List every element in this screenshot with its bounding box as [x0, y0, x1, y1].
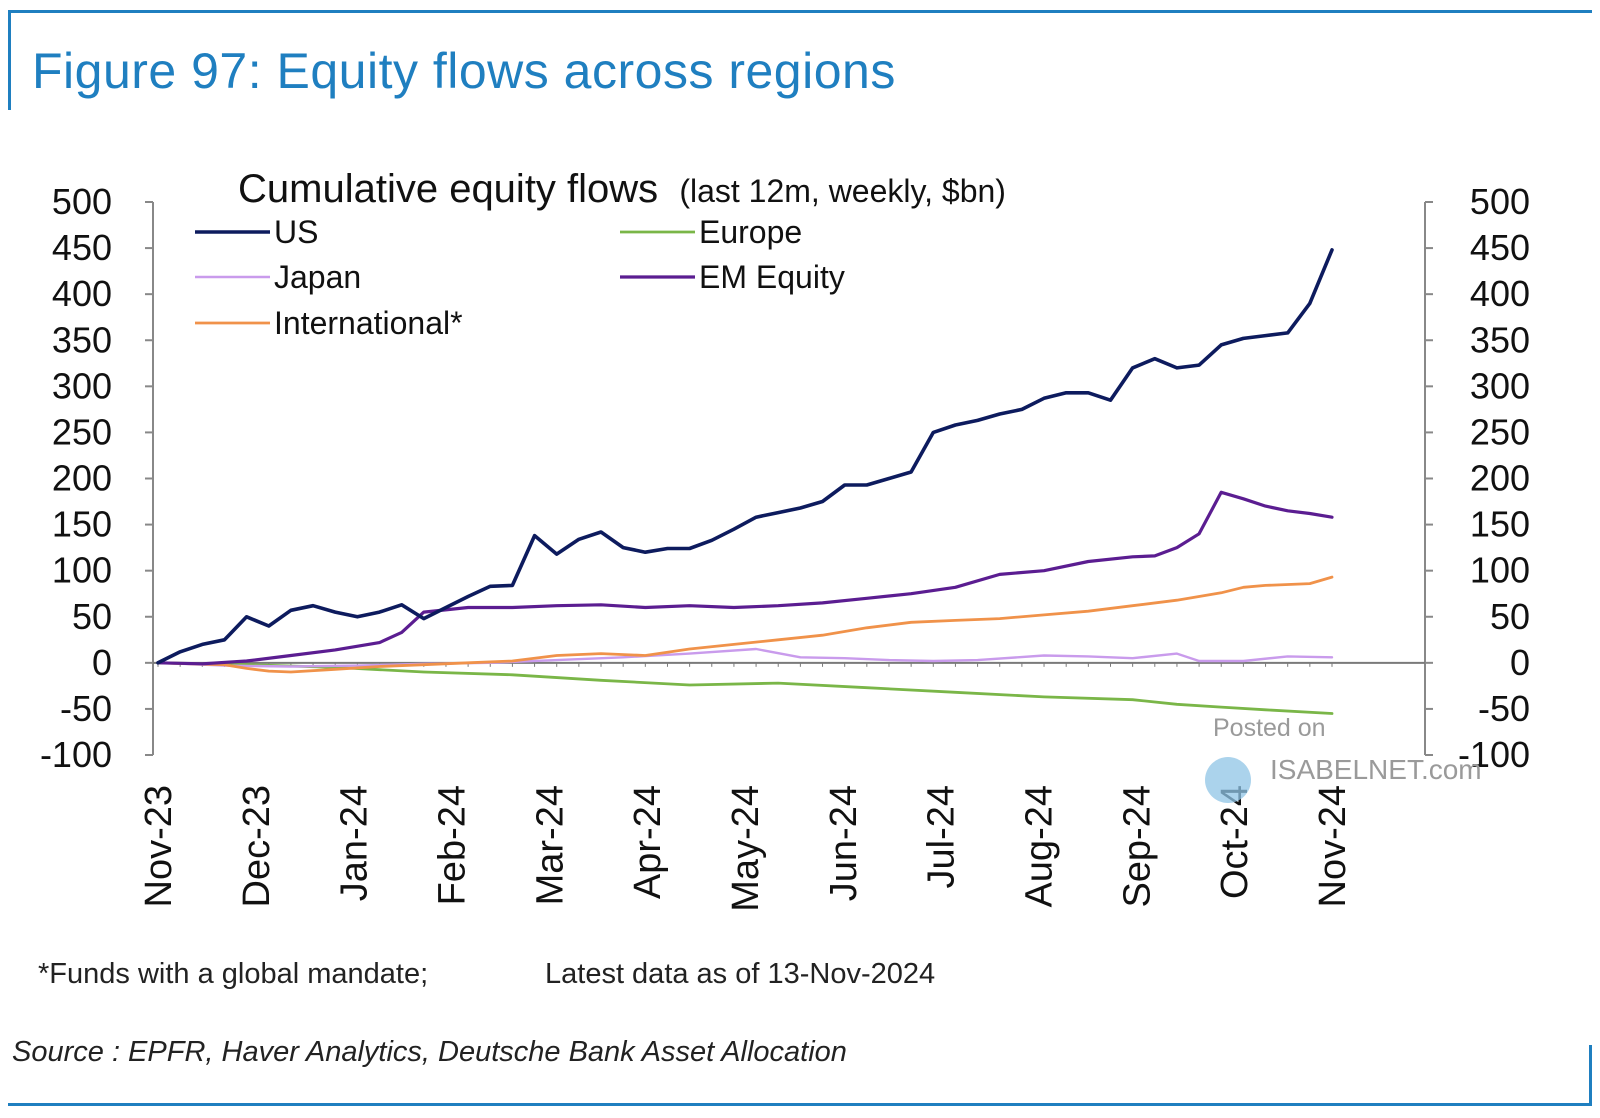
chart-axes: -100 -100 -50 -50 0 0 50 50 100 100 150 150 200 200 25… — [40, 181, 1530, 912]
x-tick-label: Dec-23 — [236, 785, 278, 908]
x-tick-label: Jun-24 — [823, 785, 865, 901]
y-tick-label-right: 150 — [1470, 504, 1530, 545]
chart-subtitle: (last 12m, weekly, $bn) — [679, 173, 1006, 209]
svg-text:Cumulative equity flows: Cumulative equity flows (last 12m, weekl… — [238, 167, 1006, 211]
y-tick-label-right: -50 — [1478, 688, 1530, 729]
y-tick-label-right: 400 — [1470, 273, 1530, 314]
footnote-latest: Latest data as of 13-Nov-2024 — [545, 958, 936, 990]
y-tick-label-left: -100 — [40, 734, 112, 775]
footer-accent-bar — [1589, 1045, 1592, 1105]
y-tick-label-left: 400 — [52, 273, 112, 314]
legend-label: US — [274, 214, 318, 250]
watermark-logo-icon — [1205, 757, 1251, 803]
x-tick-label: Sep-24 — [1116, 785, 1158, 908]
series-line-europe — [156, 661, 1334, 715]
y-tick-label-right: 0 — [1510, 642, 1530, 683]
y-tick-label-right: -100 — [1458, 734, 1530, 775]
top-rule — [8, 10, 1592, 13]
watermark-posted: Posted on — [1213, 714, 1326, 742]
x-tick-label: May-24 — [725, 785, 767, 912]
y-tick-label-right: 50 — [1490, 596, 1530, 637]
x-tick-label: Jan-24 — [334, 785, 376, 901]
title-accent-bar — [8, 10, 11, 110]
chart-title: Cumulative equity flows — [238, 167, 658, 211]
x-tick-label: Nov-24 — [1312, 785, 1354, 908]
x-tick-label: Apr-24 — [627, 785, 669, 899]
legend-label: EM Equity — [699, 259, 845, 295]
y-tick-label-left: 150 — [52, 504, 112, 545]
chart-title-group: Cumulative equity flows (last 12m, weekl… — [238, 167, 1006, 211]
legend-label: Japan — [274, 259, 361, 295]
equity-flows-chart: Cumulative equity flows (last 12m, weekl… — [40, 167, 1530, 912]
y-tick-label-left: 300 — [52, 365, 112, 406]
y-tick-label-right: 350 — [1470, 319, 1530, 360]
y-tick-label-left: 100 — [52, 550, 112, 591]
x-tick-label: Mar-24 — [529, 785, 571, 905]
series-group — [156, 248, 1334, 715]
y-tick-label-left: 450 — [52, 227, 112, 268]
y-tick-label-left: -50 — [60, 688, 112, 729]
source-line: Source : EPFR, Haver Analytics, Deutsche… — [12, 1036, 847, 1068]
y-tick-label-right: 450 — [1470, 227, 1530, 268]
figure-title: Figure 97: Equity flows across regions — [32, 43, 896, 99]
y-tick-label-right: 250 — [1470, 411, 1530, 452]
y-tick-label-left: 200 — [52, 458, 112, 499]
series-line-us — [156, 248, 1334, 665]
x-tick-label: Oct-24 — [1214, 785, 1256, 899]
y-tick-label-left: 0 — [92, 642, 112, 683]
y-tick-label-left: 250 — [52, 411, 112, 452]
watermark-site: ISABELNET.com — [1270, 754, 1482, 785]
y-tick-label-left: 500 — [52, 181, 112, 222]
legend: US Europe Japan EM Equity International* — [195, 214, 845, 341]
x-tick-label: Nov-23 — [138, 785, 180, 908]
legend-label: Europe — [699, 214, 802, 250]
y-tick-label-right: 300 — [1470, 365, 1530, 406]
y-tick-label-right: 500 — [1470, 181, 1530, 222]
footnote-funds: *Funds with a global mandate; — [38, 958, 429, 990]
series-line-em-equity — [156, 490, 1334, 666]
x-tick-label: Aug-24 — [1019, 785, 1061, 908]
x-tick-label: Feb-24 — [432, 785, 474, 905]
x-tick-label: Jul-24 — [921, 785, 963, 889]
legend-label: International* — [274, 305, 463, 341]
y-tick-label-left: 50 — [72, 596, 112, 637]
bottom-rule — [8, 1103, 1592, 1106]
y-tick-label-right: 200 — [1470, 458, 1530, 499]
y-tick-label-right: 100 — [1470, 550, 1530, 591]
series-line-international — [156, 575, 1334, 674]
y-tick-label-left: 350 — [52, 319, 112, 360]
